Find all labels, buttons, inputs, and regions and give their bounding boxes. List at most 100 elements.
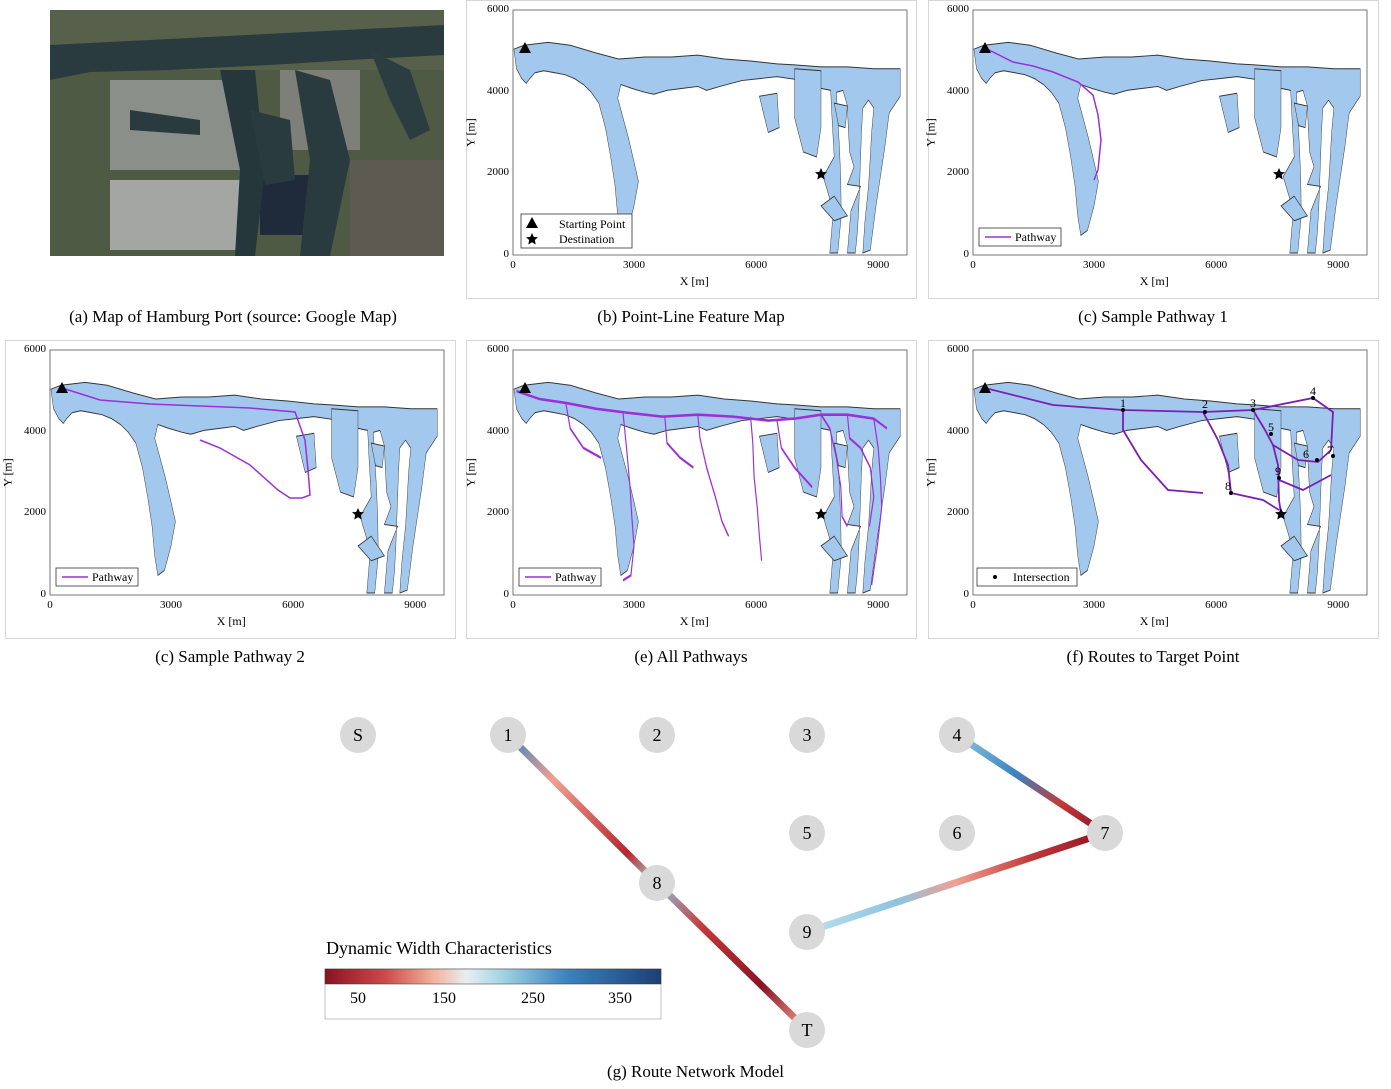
svg-text:1: 1	[1120, 396, 1126, 410]
target-routes	[984, 387, 1334, 515]
sample-pathway-2	[61, 387, 311, 499]
svg-text:5: 5	[803, 823, 812, 843]
x-tick-label: 3000	[159, 599, 182, 611]
y-axis-label: Y [m]	[923, 457, 938, 487]
y-tick-label: 6000	[487, 3, 509, 15]
map-e: Pathway	[512, 349, 908, 596]
y-tick-label: 4000	[487, 84, 509, 97]
panel-c1: Pathway (c) Sample Pathway 1	[928, 0, 1379, 335]
y-tick-label: 6000	[947, 3, 969, 15]
colorbar-tick-250: 250	[521, 990, 545, 1007]
svg-text:3: 3	[803, 725, 812, 745]
map-b: Starting Point Destination	[512, 9, 908, 256]
svg-text:9: 9	[803, 922, 812, 942]
y-tick-label: 0	[40, 588, 47, 600]
x-tick-label: 3000	[1082, 599, 1105, 611]
y-axis-label: Y [m]	[923, 117, 938, 147]
legend-b: Starting Point Destination	[520, 213, 633, 249]
legend-e: Pathway	[518, 567, 602, 587]
panel-f: 1 2 3 4 5 6 7 8 9 Intersection (f) Route…	[928, 340, 1379, 675]
node-9: 9	[789, 914, 825, 950]
y-tick-label: 2000	[487, 506, 509, 519]
x-tick-label: 9000	[867, 259, 890, 271]
node-5: 5	[789, 815, 825, 851]
svg-text:5: 5	[1268, 420, 1274, 434]
y-tick-label: 0	[963, 248, 970, 260]
y-tick-label: 6000	[24, 343, 46, 355]
svg-text:2: 2	[653, 725, 662, 745]
svg-text:T: T	[802, 1020, 813, 1040]
x-tick-label: 9000	[1327, 599, 1350, 611]
panel-b: Starting Point Destination (b) Point-Lin…	[466, 0, 917, 335]
y-axis-label: Y [m]	[0, 457, 15, 487]
x-tick-label: 0	[47, 599, 53, 611]
legend-pathway-label-c2: Pathway	[92, 570, 133, 584]
legend-destination-label: Destination	[559, 232, 614, 246]
svg-text:9: 9	[1275, 464, 1281, 478]
svg-text:1: 1	[504, 725, 513, 745]
y-tick-label: 2000	[487, 166, 509, 179]
node-6: 6	[939, 815, 975, 851]
panel-c2: Pathway (c) Sample Pathway 2	[5, 340, 456, 675]
svg-text:2: 2	[1202, 397, 1208, 411]
sample-pathway-1	[984, 47, 1102, 181]
y-axis-label: Y [m]	[463, 457, 478, 487]
y-tick-label: 6000	[947, 343, 969, 355]
legend-f: Intersection	[976, 567, 1078, 587]
y-tick-label: 2000	[24, 506, 46, 519]
colorbar-title: Dynamic Width Characteristics	[326, 938, 552, 958]
legend-c1: Pathway	[978, 227, 1062, 247]
x-tick-label: 0	[510, 259, 516, 271]
x-tick-label: 9000	[867, 599, 890, 611]
legend-intersection-label: Intersection	[1013, 570, 1070, 584]
x-tick-label: 0	[510, 599, 516, 611]
node-2: 2	[639, 717, 675, 753]
caption-g: (g) Route Network Model	[606, 1062, 785, 1081]
x-tick-label: 6000	[1205, 599, 1228, 611]
legend-pathway-label-c1: Pathway	[1015, 230, 1056, 244]
svg-text:7: 7	[1327, 443, 1333, 457]
x-axis-label: X [m]	[679, 274, 709, 288]
panel-e: Pathway (e) All Pathways	[466, 340, 917, 675]
y-tick-label: 6000	[487, 343, 509, 355]
x-axis-label: X [m]	[1139, 274, 1169, 288]
x-tick-label: 3000	[1082, 259, 1105, 271]
hamburg-satellite-image	[50, 10, 444, 256]
panel-a: (a) Map of Hamburg Port (source: Google …	[0, 0, 466, 335]
svg-text:3: 3	[1250, 396, 1256, 410]
svg-text:4: 4	[953, 725, 962, 745]
network-nodes: S 1 2 3 4 5 6 7 8 9 T	[340, 717, 1123, 1048]
legend-pathway-label-e: Pathway	[555, 570, 596, 584]
svg-text:8: 8	[653, 873, 662, 893]
y-tick-label: 2000	[947, 166, 969, 179]
x-axis-label: X [m]	[679, 614, 709, 628]
svg-text:4: 4	[1310, 384, 1316, 398]
node-3: 3	[789, 717, 825, 753]
colorbar-tick-50: 50	[350, 990, 366, 1007]
svg-text:7: 7	[1101, 823, 1110, 843]
caption-f: (f) Routes to Target Point	[1066, 647, 1240, 666]
caption-b: (b) Point-Line Feature Map	[597, 307, 785, 326]
panel-g: S 1 2 3 4 5 6 7 8 9 T Dynamic Width Char…	[0, 690, 1391, 1089]
map-c2: Pathway	[49, 349, 445, 596]
y-tick-label: 2000	[947, 506, 969, 519]
y-tick-label: 0	[503, 248, 510, 260]
x-tick-label: 6000	[745, 599, 768, 611]
svg-text:8: 8	[1225, 479, 1231, 493]
colorbar-tick-150: 150	[432, 990, 456, 1007]
y-tick-label: 4000	[947, 84, 969, 97]
route-network: S 1 2 3 4 5 6 7 8 9 T Dynamic Width Char…	[324, 717, 1123, 1048]
y-axis-label: Y [m]	[463, 117, 478, 147]
node-S: S	[340, 717, 376, 753]
node-8: 8	[639, 865, 675, 901]
svg-text:S: S	[353, 725, 363, 745]
legend-start-label: Starting Point	[559, 217, 626, 231]
node-4: 4	[939, 717, 975, 753]
colorbar-tick-350: 350	[608, 990, 632, 1007]
x-tick-label: 9000	[404, 599, 427, 611]
caption-c2: (c) Sample Pathway 2	[155, 647, 305, 666]
x-tick-label: 6000	[745, 259, 768, 271]
x-tick-label: 0	[970, 259, 976, 271]
x-tick-label: 9000	[1327, 259, 1350, 271]
x-tick-label: 3000	[622, 259, 645, 271]
